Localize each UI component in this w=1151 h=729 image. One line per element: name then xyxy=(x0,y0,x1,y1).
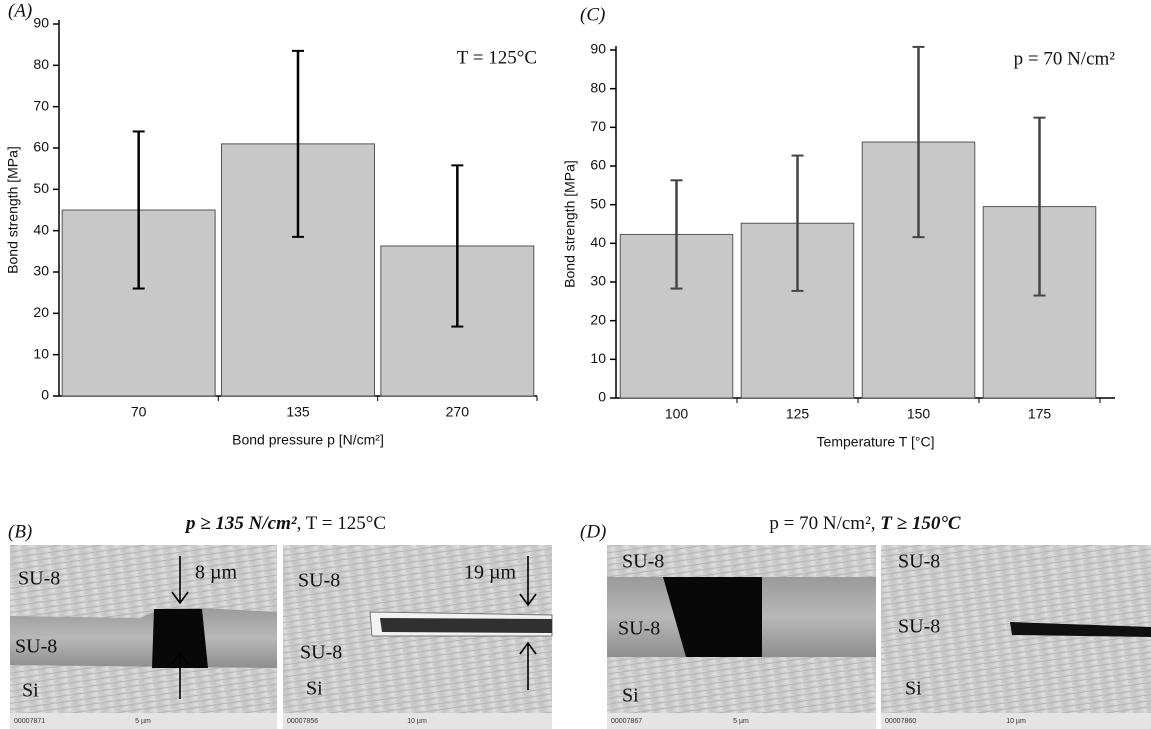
y-tick-label: 20 xyxy=(33,304,49,320)
y-tick-label: 60 xyxy=(33,139,49,155)
annotation: T = 125°C xyxy=(457,47,537,68)
image-label: Si xyxy=(905,678,922,700)
y-tick-label: 40 xyxy=(590,234,606,250)
y-axis-title: Bond strength [MPa] xyxy=(562,160,578,288)
image-label: SU-8 xyxy=(898,551,940,573)
x-axis-title: Bond pressure p [N/cm²] xyxy=(232,432,384,448)
x-tick-label: 270 xyxy=(446,404,470,420)
image-label: SU-8 xyxy=(898,616,940,638)
scale-label: 5 µm xyxy=(733,718,749,725)
panel-label: (C) xyxy=(580,4,605,25)
y-tick-label: 80 xyxy=(590,79,606,95)
image-code: 00007871 xyxy=(14,718,45,725)
image-label: SU-8 xyxy=(18,568,60,590)
image-code: 00007867 xyxy=(611,718,642,725)
y-tick-label: 70 xyxy=(590,118,606,134)
image-label: SU-8 xyxy=(618,618,660,640)
y-tick-label: 70 xyxy=(33,97,49,113)
y-tick-label: 60 xyxy=(590,157,606,173)
y-tick-label: 40 xyxy=(33,221,49,237)
panel-label: (D) xyxy=(580,521,606,542)
image-label: Si xyxy=(306,678,323,700)
image-label: 8 µm xyxy=(195,562,238,584)
y-tick-label: 80 xyxy=(33,56,49,72)
x-tick-label: 150 xyxy=(907,406,931,422)
y-tick-label: 0 xyxy=(41,387,49,403)
caption: p = 70 N/cm², T ≥ 150°C xyxy=(769,513,961,534)
x-axis-title: Temperature T [°C] xyxy=(817,434,935,450)
image-label: SU-8 xyxy=(15,636,57,658)
image-label: SU-8 xyxy=(298,570,340,592)
y-tick-label: 90 xyxy=(590,41,606,57)
sem-image xyxy=(607,545,876,729)
y-tick-label: 10 xyxy=(590,350,606,366)
image-label: Si xyxy=(622,685,639,707)
scale-label: 10 µm xyxy=(407,718,427,725)
y-axis-title: Bond strength [MPa] xyxy=(5,146,21,274)
scale-label: 10 µm xyxy=(1006,718,1026,725)
image-label: SU-8 xyxy=(300,642,342,664)
x-tick-label: 125 xyxy=(786,406,810,422)
scale-label: 5 µm xyxy=(135,718,151,725)
panel-label: (B) xyxy=(8,521,32,542)
y-tick-label: 10 xyxy=(33,345,49,361)
y-tick-label: 20 xyxy=(590,311,606,327)
image-code: 00007860 xyxy=(885,718,916,725)
y-tick-label: 50 xyxy=(590,195,606,211)
x-tick-label: 135 xyxy=(286,404,310,420)
y-tick-label: 30 xyxy=(33,263,49,279)
image-label: Si xyxy=(22,680,39,702)
x-tick-label: 70 xyxy=(131,404,147,420)
x-tick-label: 175 xyxy=(1028,406,1052,422)
sem-image xyxy=(881,545,1151,729)
arrow xyxy=(171,556,537,699)
y-tick-label: 30 xyxy=(590,273,606,289)
sem-image xyxy=(10,545,277,729)
x-tick-label: 100 xyxy=(665,406,689,422)
sem-image xyxy=(283,545,553,729)
caption: p ≥ 135 N/cm², T = 125°C xyxy=(184,513,386,534)
image-label: 19 µm xyxy=(464,562,517,584)
image-code: 00007856 xyxy=(287,718,318,725)
panel-label: (A) xyxy=(8,0,32,21)
y-tick-label: 0 xyxy=(598,389,606,405)
image-label: SU-8 xyxy=(622,551,664,573)
y-tick-label: 50 xyxy=(33,180,49,196)
annotation: p = 70 N/cm² xyxy=(1014,48,1116,69)
y-tick-label: 90 xyxy=(33,15,49,31)
